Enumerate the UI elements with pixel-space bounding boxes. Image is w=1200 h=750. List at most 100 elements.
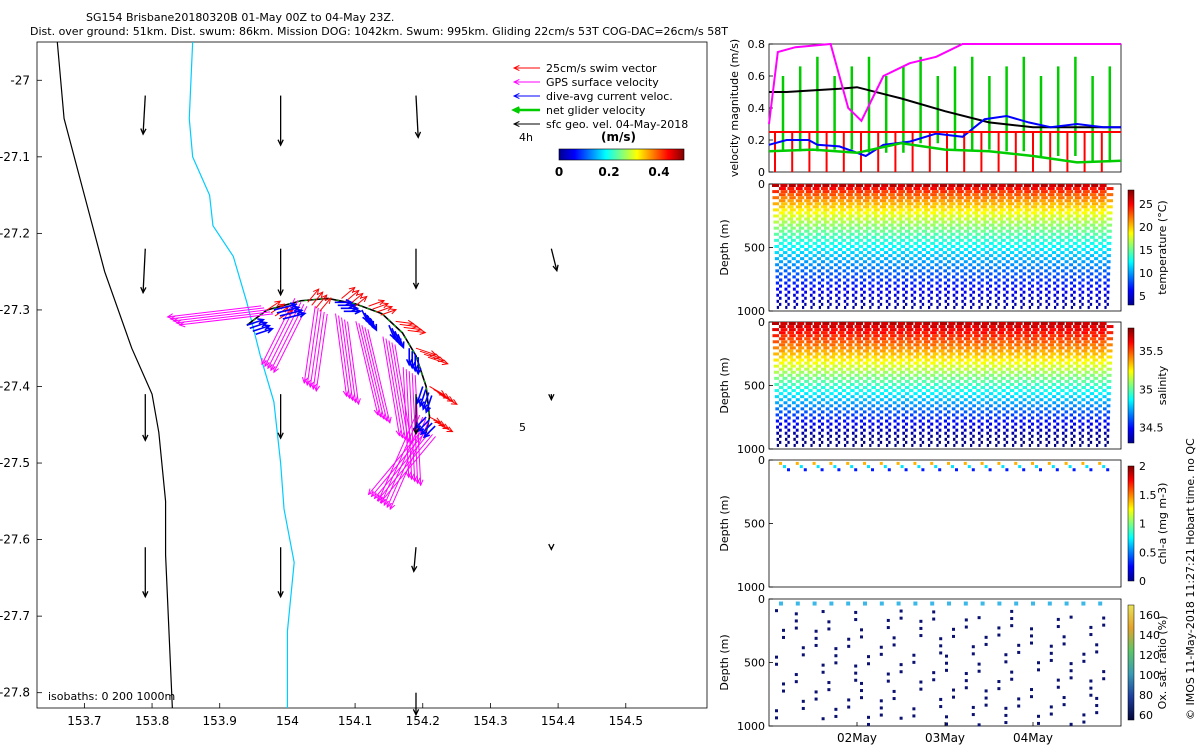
profile-sample xyxy=(779,223,785,227)
profile-sample xyxy=(1106,349,1113,353)
profile-sample xyxy=(881,328,889,332)
colorbar-tick-label: 120 xyxy=(1139,649,1160,662)
profile-sample xyxy=(837,260,842,264)
legend-arrow-1 xyxy=(512,78,540,86)
profile-sample xyxy=(1014,361,1020,365)
profile-sample xyxy=(976,263,981,267)
gps-surface-velocity-vector-shaft xyxy=(309,309,322,388)
dive-avg-current-vector-shaft xyxy=(276,306,300,314)
profile-sample xyxy=(837,217,844,221)
profile-sample xyxy=(984,244,989,248)
profile-sample xyxy=(913,410,917,414)
profile-sample xyxy=(907,358,914,362)
profile-sample xyxy=(1052,257,1057,261)
profile-sample xyxy=(967,389,973,393)
profile-sample xyxy=(1073,355,1079,359)
profile-sample xyxy=(901,413,905,417)
profile-sample xyxy=(995,443,998,447)
dive-avg-current-vector-shaft xyxy=(279,309,303,317)
profile-sample xyxy=(967,251,973,255)
profile-sample xyxy=(854,398,859,402)
profile-sample xyxy=(947,205,954,209)
profile-sample xyxy=(821,398,825,402)
swim-vector xyxy=(376,305,394,313)
profile-sample xyxy=(834,407,838,411)
profile-sample xyxy=(874,364,880,368)
profile-sample xyxy=(1098,392,1103,396)
profile-sample xyxy=(823,346,830,350)
profile-sample xyxy=(808,395,813,399)
profile-sample xyxy=(899,358,905,362)
colorbar-tick-label: 35 xyxy=(1139,383,1153,396)
profile-sample xyxy=(1014,302,1017,306)
profile-sample xyxy=(1028,437,1031,441)
chart-title-line2: Dist. over ground: 51km. Dist. swum: 86k… xyxy=(30,25,728,38)
geostrophic-velocity-arrow-head xyxy=(411,565,418,573)
profile-sample xyxy=(843,299,847,303)
profile-sample xyxy=(913,428,917,432)
profile-sample xyxy=(1091,202,1099,206)
profile-sample xyxy=(1036,437,1040,441)
swim-vector-head xyxy=(438,420,446,427)
profile-sample xyxy=(1032,196,1040,200)
profile-sample xyxy=(915,334,922,338)
profile-sample xyxy=(799,389,805,393)
profile-sample xyxy=(793,305,796,309)
profile-sample xyxy=(1041,328,1048,332)
profile-sample xyxy=(1005,278,1010,282)
profile-sample xyxy=(854,410,859,414)
profile-sample xyxy=(822,190,830,194)
profile-sample xyxy=(1098,254,1103,258)
profile-sample xyxy=(932,346,939,350)
profile-sample xyxy=(1031,241,1036,245)
profile-sample xyxy=(849,220,855,224)
profile-sample xyxy=(1014,217,1020,221)
profile-sample xyxy=(888,343,895,347)
profile-sample xyxy=(814,196,821,200)
profile-sample xyxy=(976,407,981,411)
profile-sample xyxy=(888,229,894,233)
geostrophic-velocity-arrow-head xyxy=(140,128,147,136)
profile-sample xyxy=(776,431,779,435)
dive-avg-current-vector-head xyxy=(354,307,363,315)
swim-vector-shaft xyxy=(372,303,389,310)
profile-sample xyxy=(952,634,955,638)
profile-sample xyxy=(1005,416,1010,420)
profile-sample xyxy=(814,334,821,338)
profile-sample xyxy=(1081,223,1087,227)
profile-sample xyxy=(986,437,989,441)
profile-sample xyxy=(1064,284,1068,288)
map-vectors xyxy=(140,95,559,717)
profile-sample xyxy=(1070,425,1073,429)
profile-sample xyxy=(1060,263,1065,267)
profile-sample xyxy=(902,287,905,291)
profile-sample xyxy=(1018,395,1023,399)
profile-sample xyxy=(798,364,805,368)
profile-sample xyxy=(905,337,912,341)
profile-sample xyxy=(881,196,889,200)
swim-vector xyxy=(407,328,427,336)
profile-sample xyxy=(1064,302,1067,306)
profile-sample xyxy=(837,278,842,282)
profile-sample xyxy=(795,337,803,341)
profile-sample xyxy=(850,465,854,469)
profile-sample xyxy=(919,687,923,691)
profile-sample xyxy=(980,416,984,420)
profile-sample xyxy=(941,352,947,356)
profile-sample xyxy=(1014,355,1020,359)
profile-sample xyxy=(814,690,818,694)
profile-sample xyxy=(1040,184,1048,187)
gps-surface-velocity-vector-shaft xyxy=(312,311,325,390)
profile-sample xyxy=(955,410,959,414)
profile-sample xyxy=(1033,346,1040,350)
profile-sample xyxy=(1031,205,1038,209)
profile-sample xyxy=(947,361,953,365)
profile-sample xyxy=(1092,364,1099,368)
profile-sample xyxy=(854,272,859,276)
profile-sample xyxy=(955,266,960,270)
gps-surface-velocity-vector xyxy=(376,434,433,502)
profile-sample xyxy=(1081,296,1084,300)
profile-sample xyxy=(885,287,889,291)
colorbar-tick-label: 25 xyxy=(1139,198,1153,211)
profile-sample xyxy=(1068,376,1073,380)
